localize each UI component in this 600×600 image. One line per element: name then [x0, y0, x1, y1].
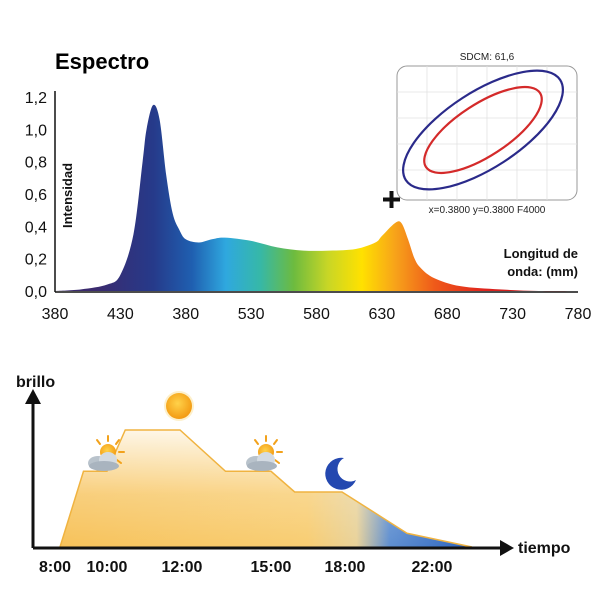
spectrum-title: Espectro — [55, 49, 149, 74]
cloud-sun-icon — [88, 435, 125, 471]
x-tick-label: 730 — [499, 306, 526, 323]
x-tick-label: 780 — [565, 306, 592, 323]
time-tick-label: 18:00 — [325, 559, 366, 576]
brightness-chart: brillo tiempo 8:00 10:00 12:00 15:00 18:00 22… — [16, 374, 571, 576]
spectrum-x-label-line2: onda: (mm) — [507, 264, 578, 279]
moon-icon — [325, 457, 356, 490]
spectrum-y-ticks: 0,0 0,2 0,4 0,6 0,8 1,0 1,2 — [25, 90, 47, 301]
spectrum-x-label-line1: Longitud de — [504, 246, 578, 261]
cloud-sun-icon — [246, 435, 283, 471]
x-axis-arrow-icon — [500, 540, 514, 556]
spectrum-y-label: Intensidad — [60, 163, 75, 228]
crosshair-icon — [383, 191, 400, 208]
x-tick-label: 530 — [238, 306, 265, 323]
time-tick-label: 22:00 — [412, 559, 453, 576]
y-tick-label: 0,4 — [25, 219, 47, 236]
y-tick-label: 0,8 — [25, 155, 47, 172]
sun-icon — [164, 391, 194, 421]
y-tick-label: 1,0 — [25, 122, 47, 139]
x-tick-label: 430 — [107, 306, 134, 323]
x-tick-label: 380 — [172, 306, 199, 323]
inset-caption: x=0.3800 y=0.3800 F4000 — [429, 205, 546, 216]
x-tick-label: 580 — [303, 306, 330, 323]
brightness-area-fade — [60, 430, 472, 547]
y-axis-arrow-icon — [25, 389, 41, 404]
time-tick-label: 12:00 — [162, 559, 203, 576]
x-tick-label: 630 — [369, 306, 396, 323]
time-tick-label: 10:00 — [87, 559, 128, 576]
sdcm-inset: SDCM: 61,6 x=0.3800 y=0.3800 F4000 — [396, 52, 578, 216]
time-tick-label: 15:00 — [251, 559, 292, 576]
tolerance-ellipse-inner — [423, 85, 543, 175]
x-tick-label: 680 — [434, 306, 461, 323]
x-tick-label: 380 — [42, 306, 69, 323]
time-ticks: 8:00 10:00 12:00 15:00 18:00 22:00 — [39, 559, 453, 576]
y-tick-label: 1,2 — [25, 90, 47, 107]
time-tick-label: 8:00 — [39, 559, 71, 576]
brightness-line — [59, 429, 473, 548]
spectrum-x-ticks: 380 430 380 530 580 630 680 730 780 — [42, 306, 592, 323]
tolerance-ellipse-outer — [402, 69, 564, 191]
y-tick-label: 0,0 — [25, 284, 47, 301]
spectrum-area — [55, 104, 578, 292]
y-tick-label: 0,2 — [25, 252, 47, 269]
brightness-y-label: brillo — [16, 374, 55, 391]
brightness-x-label: tiempo — [518, 540, 571, 557]
inset-title: SDCM: 61,6 — [460, 52, 515, 63]
y-tick-label: 0,6 — [25, 187, 47, 204]
